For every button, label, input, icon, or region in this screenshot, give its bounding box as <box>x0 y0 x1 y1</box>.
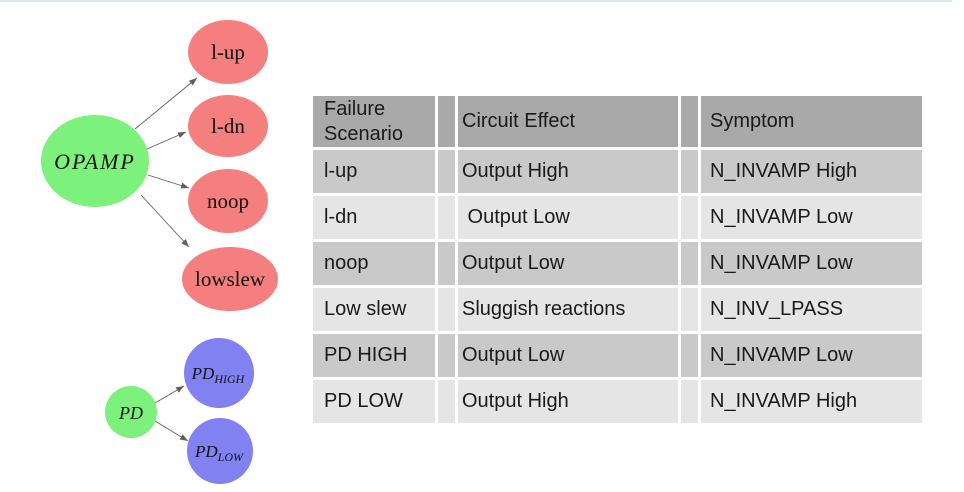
header-cell-symptom: Symptom <box>701 96 922 147</box>
node-lowslew: lowslew <box>182 247 278 311</box>
spacer-cell <box>438 380 455 423</box>
effect-cell: Output Low <box>458 242 678 285</box>
header-cell-circuit-effect: Circuit Effect <box>458 96 678 147</box>
spacer-cell <box>438 96 455 147</box>
node-pd: PD <box>105 386 157 438</box>
symptom-cell: N_INV_LPASS <box>701 288 922 331</box>
node-opamp: OPAMP <box>41 115 149 207</box>
spacer-cell <box>681 96 698 147</box>
node-pd-low-circle <box>187 418 253 484</box>
symptom-cell: N_INVAMP Low <box>701 242 922 285</box>
symptom-cell: N_INVAMP Low <box>701 196 922 239</box>
diagram-edges <box>134 77 198 442</box>
spacer-cell <box>681 196 698 239</box>
node-noop-label: noop <box>207 189 249 213</box>
edge-pd-to-pd-low <box>154 420 189 442</box>
spacer-cell <box>681 150 698 193</box>
symptom-cell: N_INVAMP Low <box>701 334 922 377</box>
edge-pd-to-pd-high <box>154 385 185 404</box>
node-pd-label: PD <box>118 403 143 423</box>
node-lowslew-label: lowslew <box>195 267 266 291</box>
fault-diagram: OPAMP l-up l-dn noop lowslew PD PDHIGH P… <box>41 20 278 484</box>
node-l-dn-label: l-dn <box>211 114 245 138</box>
symptom-cell: N_INVAMP High <box>701 380 922 423</box>
effect-cell: Output High <box>458 150 678 193</box>
node-lowslew-ellipse <box>182 247 278 311</box>
node-pd-low-label: PDLOW <box>194 442 244 464</box>
symptom-cell: N_INVAMP High <box>701 150 922 193</box>
node-noop-ellipse <box>188 169 268 233</box>
node-pd-high-base: PD <box>191 364 215 383</box>
spacer-cell <box>438 334 455 377</box>
failure-cell: l-dn <box>313 196 435 239</box>
node-noop: noop <box>188 169 268 233</box>
edge-opamp-to-l-dn <box>146 131 187 150</box>
node-pd-high-label: PDHIGH <box>191 364 246 386</box>
node-pd-low: PDLOW <box>187 418 253 484</box>
spacer-cell <box>681 380 698 423</box>
spacer-cell <box>681 288 698 331</box>
edge-opamp-to-l-up <box>134 77 198 130</box>
node-opamp-ellipse <box>41 115 149 207</box>
node-l-dn: l-dn <box>188 95 268 157</box>
node-opamp-label: OPAMP <box>54 149 136 174</box>
node-pd-high-circle <box>184 338 254 408</box>
failure-cell: l-up <box>313 150 435 193</box>
effect-cell: Output Low <box>458 334 678 377</box>
spacer-cell <box>681 334 698 377</box>
node-pd-high: PDHIGH <box>184 338 254 408</box>
effect-cell: Output High <box>458 380 678 423</box>
failure-scenario-table: Failure Scenario Circuit Effect Symptom … <box>313 96 922 423</box>
header-cell-failure-scenario: Failure Scenario <box>313 96 435 147</box>
node-l-up-label: l-up <box>211 40 245 64</box>
window-top-edge <box>0 0 952 2</box>
spacer-cell <box>438 196 455 239</box>
node-pd-circle <box>105 386 157 438</box>
node-l-up: l-up <box>188 20 268 84</box>
failure-cell: noop <box>313 242 435 285</box>
spacer-cell <box>681 242 698 285</box>
failure-cell: Low slew <box>313 288 435 331</box>
spacer-cell <box>438 242 455 285</box>
node-pd-low-subscript: LOW <box>217 450 244 464</box>
node-pd-high-subscript: HIGH <box>213 372 245 386</box>
node-l-up-ellipse <box>188 20 268 84</box>
effect-cell: Output Low <box>458 196 678 239</box>
node-pd-low-base: PD <box>194 442 218 461</box>
spacer-cell <box>438 288 455 331</box>
effect-cell: Sluggish reactions <box>458 288 678 331</box>
edge-opamp-to-lowslew <box>140 194 190 248</box>
edge-opamp-to-noop <box>147 174 190 189</box>
failure-cell: PD HIGH <box>313 334 435 377</box>
node-l-dn-ellipse <box>188 95 268 157</box>
spacer-cell <box>438 150 455 193</box>
failure-cell: PD LOW <box>313 380 435 423</box>
